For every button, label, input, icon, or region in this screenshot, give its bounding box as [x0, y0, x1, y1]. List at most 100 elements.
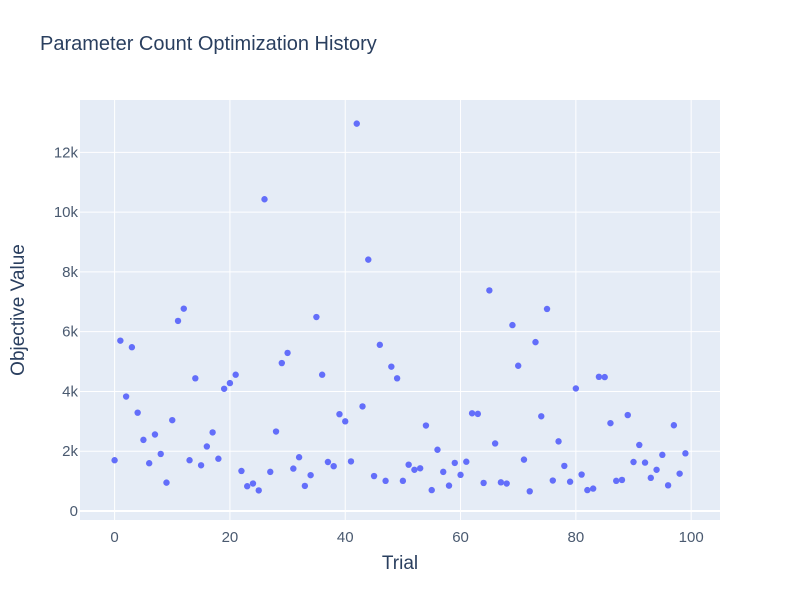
x-tick-label: 0: [110, 529, 118, 546]
data-point: [388, 363, 395, 370]
grid-lines: [80, 100, 720, 520]
x-tick-label: 80: [568, 529, 585, 546]
data-point: [324, 458, 332, 466]
data-point: [607, 419, 614, 427]
data-point: [244, 483, 251, 490]
data-point: [422, 422, 430, 429]
y-tick-label: 0: [70, 503, 78, 520]
data-point: [174, 317, 182, 325]
data-point: [555, 438, 562, 445]
y-tick-label: 8k: [62, 264, 78, 281]
data-point: [451, 459, 458, 467]
data-point: [140, 436, 147, 444]
x-tick-label: 20: [222, 529, 239, 546]
data-point: [122, 393, 130, 400]
data-point: [313, 313, 320, 321]
data-point: [538, 413, 545, 420]
data-point: [618, 476, 626, 484]
data-point: [169, 416, 176, 424]
data-point: [232, 371, 239, 378]
data-point: [676, 470, 683, 477]
data-point: [370, 472, 378, 480]
data-point: [670, 422, 678, 429]
data-point: [301, 482, 309, 490]
data-point: [330, 462, 337, 470]
data-point: [630, 458, 637, 466]
data-point: [238, 467, 245, 475]
data-point: [353, 120, 360, 127]
data-point: [255, 487, 262, 494]
y-tick-label: 10k: [54, 204, 79, 221]
data-point: [578, 471, 585, 478]
data-point: [128, 344, 136, 351]
data-point: [532, 338, 539, 346]
data-point: [514, 362, 522, 369]
data-point: [503, 480, 510, 487]
y-tick-label: 12k: [54, 144, 79, 161]
data-point: [636, 441, 643, 449]
x-tick-label: 100: [679, 529, 704, 546]
data-point: [382, 477, 389, 485]
data-point: [480, 479, 487, 487]
data-point: [682, 450, 689, 457]
data-point: [347, 458, 355, 465]
y-tick-labels: 0 2k 4k 6k 8k 10k 12k: [54, 144, 79, 520]
data-point: [134, 409, 141, 416]
data-point: [290, 465, 297, 472]
y-tick-label: 2k: [62, 443, 78, 460]
data-point: [613, 477, 620, 485]
data-point: [572, 385, 580, 392]
data-point: [601, 373, 608, 381]
data-point: [215, 455, 222, 462]
data-point: [117, 337, 124, 344]
data-point: [393, 375, 401, 382]
data-point: [641, 459, 649, 466]
data-point: [318, 371, 326, 378]
data-point: [163, 479, 170, 486]
data-point: [468, 410, 476, 417]
data-point: [272, 428, 280, 435]
data-point: [359, 403, 366, 410]
x-tick-label: 60: [452, 529, 469, 546]
data-point: [336, 410, 343, 418]
data-point: [491, 440, 499, 447]
data-point: [561, 462, 568, 470]
y-tick-label: 6k: [62, 324, 78, 341]
data-point: [180, 305, 187, 312]
data-point: [589, 485, 597, 492]
data-point: [295, 454, 303, 461]
data-point: [526, 488, 533, 495]
data-point: [647, 474, 655, 482]
data-point: [664, 482, 672, 489]
data-point: [203, 443, 211, 450]
data-point: [486, 287, 493, 294]
data-point: [445, 482, 453, 489]
data-point: [157, 450, 164, 458]
data-point: [474, 410, 482, 418]
y-axis-title: Objective Value: [8, 244, 29, 376]
data-point: [624, 411, 631, 419]
data-point: [284, 349, 291, 357]
data-point: [405, 461, 412, 468]
data-point: [497, 479, 505, 486]
x-axis-title: Trial: [382, 553, 418, 574]
data-point: [192, 375, 199, 382]
data-point: [440, 468, 447, 476]
y-tick-label: 4k: [62, 383, 78, 400]
data-point: [226, 379, 234, 387]
data-point: [659, 451, 666, 459]
data-point: [595, 373, 603, 381]
data-point: [278, 359, 286, 367]
data-point: [463, 458, 470, 465]
plot-area: [80, 100, 720, 520]
data-point: [151, 431, 159, 438]
data-point: [399, 477, 407, 485]
data-point: [145, 460, 153, 467]
chart-title: Parameter Count Optimization History: [40, 33, 377, 55]
data-point: [653, 466, 660, 473]
data-point: [411, 466, 418, 473]
data-point: [365, 256, 372, 263]
data-point: [267, 468, 274, 476]
data-point: [543, 305, 551, 313]
